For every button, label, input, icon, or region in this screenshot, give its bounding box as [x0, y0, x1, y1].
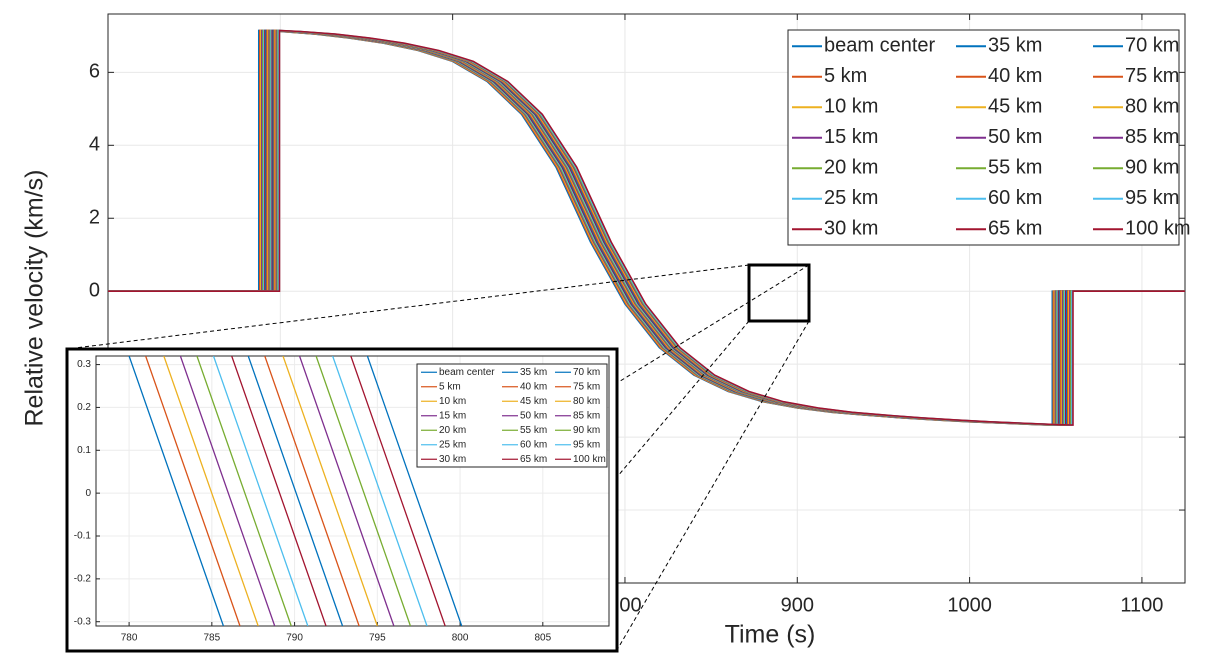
legend-entry: 20 km	[439, 425, 466, 436]
legend-entry: 30 km	[439, 454, 466, 465]
legend-entry: 55 km	[988, 157, 1042, 179]
inset-series-line-50-km	[298, 356, 395, 626]
inset-series-line-55-km	[315, 356, 412, 626]
legend-entry: 15 km	[824, 126, 878, 148]
inset-y-tick-label: 0.1	[77, 445, 91, 456]
inset-y-tick-label: -0.2	[74, 573, 92, 584]
inset-x-tick-label: 790	[286, 633, 303, 644]
legend-entry: 50 km	[988, 126, 1042, 148]
zoom-connector-line	[616, 320, 810, 651]
legend-entry: 90 km	[573, 425, 600, 436]
x-tick-label: 1000	[947, 594, 992, 616]
zoom-connector-line	[616, 264, 810, 384]
inset-series-line-70-km	[366, 356, 463, 626]
legend-entry: 50 km	[520, 410, 547, 421]
legend-entry: 40 km	[520, 381, 547, 392]
legend-entry: 85 km	[573, 410, 600, 421]
legend-entry: 90 km	[1125, 157, 1179, 179]
legend-entry: 100 km	[573, 454, 606, 465]
inset-x-tick-label: 805	[534, 633, 551, 644]
inset-x-tick-label: 795	[369, 633, 386, 644]
legend-entry: 95 km	[573, 439, 600, 450]
inset-series-line-65-km	[350, 356, 446, 626]
legend-entry: beam center	[824, 35, 936, 57]
x-tick-label: 900	[781, 594, 814, 616]
axes-box	[107, 13, 1186, 584]
legend-entry: 30 km	[824, 218, 878, 240]
series-line-100-km	[108, 29, 1185, 426]
inset-series-line-10-km	[163, 356, 259, 626]
inset-series-line-15-km	[179, 356, 276, 626]
inset-series-line-5-km	[145, 356, 241, 626]
inset-series-line-30-km	[231, 356, 327, 626]
inset-series-line-35-km	[247, 356, 344, 626]
zoom-connector-lines	[66, 264, 810, 651]
zoom-connector-line	[616, 320, 750, 478]
inset-y-tick-label: -0.1	[74, 531, 92, 542]
y-tick-label: 0	[89, 279, 100, 301]
legend-entry: 10 km	[439, 396, 466, 407]
x-axis-label: Time (s)	[725, 621, 816, 649]
legend-entry: 25 km	[439, 439, 466, 450]
legend-entry: 65 km	[520, 454, 547, 465]
inset-y-tick-label: 0.3	[77, 359, 91, 370]
legend-entry: 60 km	[988, 187, 1042, 209]
legend-entry: 60 km	[520, 439, 547, 450]
legend-entry: 25 km	[824, 187, 878, 209]
legend-entry: 55 km	[520, 425, 547, 436]
inset-x-tick-label: 800	[452, 633, 469, 644]
inset-axes-box	[95, 355, 610, 627]
zoom-connector-line	[66, 264, 750, 350]
inset-y-tick-label: 0.2	[77, 402, 91, 413]
zoom-region-box	[747, 263, 811, 323]
legend-entry: 40 km	[988, 65, 1042, 87]
legend-entry: 70 km	[573, 367, 600, 378]
inset-series-line-25-km	[212, 356, 309, 626]
y-axis-label: Relative velocity (km/s)	[21, 170, 49, 427]
legend-entry: 15 km	[439, 410, 466, 421]
x-tick-label: 1100	[1120, 594, 1163, 616]
legend-entry: 45 km	[988, 96, 1042, 118]
legend-entry: 80 km	[1125, 96, 1179, 118]
inset-x-tick-label: 785	[203, 633, 220, 644]
legend-entry: 100 km	[1125, 218, 1191, 240]
legend-entry: 20 km	[824, 157, 878, 179]
legend-entry: 35 km	[520, 367, 547, 378]
y-tick-label: 6	[89, 61, 100, 83]
legend-entry: 95 km	[1125, 187, 1179, 209]
legend-entry: 85 km	[1125, 126, 1179, 148]
legend-entry: 10 km	[824, 96, 878, 118]
inset-y-tick-label: 0	[85, 488, 91, 499]
inset-series-line-40-km	[264, 356, 360, 626]
inset-y-tick-label: -0.3	[74, 616, 92, 627]
legend-entry: 5 km	[439, 381, 461, 392]
inset-series-line-60-km	[332, 356, 428, 626]
legend-entry: beam center	[439, 367, 495, 378]
inset-series-line-20-km	[196, 356, 292, 626]
legend-entry: 35 km	[988, 35, 1042, 57]
inset-series-group	[128, 356, 463, 626]
legend-entry: 70 km	[1125, 35, 1179, 57]
y-tick-label: 4	[89, 134, 100, 156]
y-tick-label: 2	[89, 207, 100, 229]
legend-entry: 75 km	[1125, 65, 1179, 87]
legend-entry: 45 km	[520, 396, 547, 407]
legend-entry: 75 km	[573, 381, 600, 392]
inset-x-tick-label: 780	[121, 633, 138, 644]
inset-series-line-beam-center	[128, 356, 225, 626]
legend-entry: 65 km	[988, 218, 1042, 240]
legend-entry: 80 km	[573, 396, 600, 407]
inset-chart: 780 785 790 795 800 805 -0.3 -0.2 -0.1 0 0.1 0.2 0.3…	[65, 347, 619, 653]
legend-entry: 5 km	[824, 65, 867, 87]
inset-series-line-45-km	[282, 356, 378, 626]
